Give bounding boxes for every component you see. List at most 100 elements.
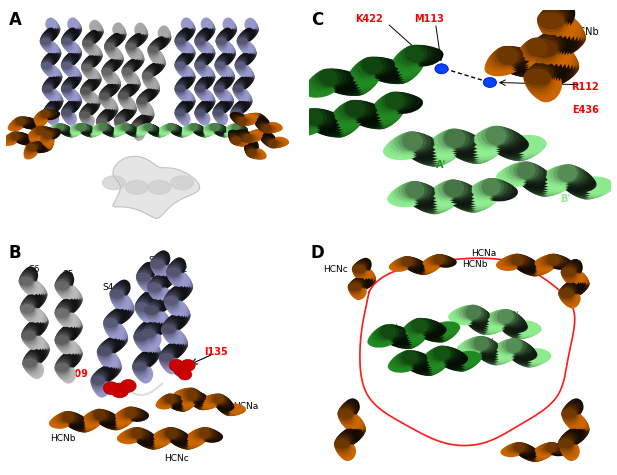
Ellipse shape xyxy=(114,281,129,298)
Ellipse shape xyxy=(210,124,218,131)
Ellipse shape xyxy=(532,447,553,457)
Ellipse shape xyxy=(68,98,80,111)
Ellipse shape xyxy=(122,124,134,132)
Ellipse shape xyxy=(212,123,220,131)
Ellipse shape xyxy=(526,38,558,58)
Ellipse shape xyxy=(126,43,137,54)
Ellipse shape xyxy=(111,285,126,298)
Ellipse shape xyxy=(201,99,212,113)
Ellipse shape xyxy=(123,107,134,120)
Ellipse shape xyxy=(88,77,99,89)
Ellipse shape xyxy=(131,427,146,439)
Ellipse shape xyxy=(61,110,72,118)
Ellipse shape xyxy=(96,118,107,128)
Ellipse shape xyxy=(69,50,80,63)
Ellipse shape xyxy=(77,125,90,133)
Ellipse shape xyxy=(55,279,69,290)
Ellipse shape xyxy=(402,350,417,365)
Ellipse shape xyxy=(246,139,259,150)
Ellipse shape xyxy=(125,407,136,418)
Ellipse shape xyxy=(87,101,98,114)
Ellipse shape xyxy=(347,416,363,433)
Ellipse shape xyxy=(101,67,112,75)
Ellipse shape xyxy=(191,125,204,132)
Ellipse shape xyxy=(505,255,523,266)
Ellipse shape xyxy=(196,62,207,75)
Ellipse shape xyxy=(214,104,225,115)
Ellipse shape xyxy=(72,125,86,133)
Ellipse shape xyxy=(145,330,160,348)
Ellipse shape xyxy=(215,36,226,44)
Ellipse shape xyxy=(390,260,411,271)
Ellipse shape xyxy=(118,92,129,99)
Ellipse shape xyxy=(202,129,215,136)
Ellipse shape xyxy=(234,62,246,71)
Ellipse shape xyxy=(550,57,578,80)
Ellipse shape xyxy=(86,78,97,92)
Ellipse shape xyxy=(52,124,64,131)
Ellipse shape xyxy=(214,399,234,410)
Ellipse shape xyxy=(547,255,568,267)
Ellipse shape xyxy=(401,135,438,155)
Ellipse shape xyxy=(537,11,565,32)
Ellipse shape xyxy=(222,130,232,137)
Ellipse shape xyxy=(558,164,579,182)
Ellipse shape xyxy=(114,333,128,343)
Ellipse shape xyxy=(65,314,80,331)
Ellipse shape xyxy=(91,373,106,385)
Ellipse shape xyxy=(67,130,75,137)
Ellipse shape xyxy=(175,83,186,92)
Ellipse shape xyxy=(327,120,349,138)
Ellipse shape xyxy=(387,136,424,155)
Ellipse shape xyxy=(109,47,120,60)
Ellipse shape xyxy=(435,256,455,267)
Ellipse shape xyxy=(100,125,114,133)
Ellipse shape xyxy=(559,288,575,303)
Ellipse shape xyxy=(199,88,210,102)
Ellipse shape xyxy=(323,120,349,137)
Ellipse shape xyxy=(453,142,488,161)
Ellipse shape xyxy=(362,57,387,75)
Ellipse shape xyxy=(165,356,180,374)
Ellipse shape xyxy=(143,124,152,131)
Ellipse shape xyxy=(338,431,354,447)
Ellipse shape xyxy=(204,97,215,104)
Ellipse shape xyxy=(118,109,130,123)
Ellipse shape xyxy=(516,169,552,186)
Ellipse shape xyxy=(67,418,89,429)
Ellipse shape xyxy=(264,138,278,147)
Ellipse shape xyxy=(136,273,151,284)
Ellipse shape xyxy=(344,101,373,119)
Ellipse shape xyxy=(115,29,126,38)
Ellipse shape xyxy=(149,86,160,93)
Ellipse shape xyxy=(339,410,355,426)
Ellipse shape xyxy=(171,312,186,330)
Ellipse shape xyxy=(152,318,167,335)
Ellipse shape xyxy=(247,113,262,122)
Ellipse shape xyxy=(80,112,91,122)
Ellipse shape xyxy=(126,128,139,135)
Ellipse shape xyxy=(70,69,81,80)
Ellipse shape xyxy=(198,399,215,409)
Ellipse shape xyxy=(61,34,72,44)
Ellipse shape xyxy=(173,303,188,319)
Ellipse shape xyxy=(353,261,367,274)
Ellipse shape xyxy=(70,50,81,61)
Ellipse shape xyxy=(566,412,582,430)
Ellipse shape xyxy=(535,179,560,197)
Ellipse shape xyxy=(223,50,234,63)
Ellipse shape xyxy=(560,440,576,457)
Ellipse shape xyxy=(145,124,157,132)
Ellipse shape xyxy=(552,58,579,77)
Ellipse shape xyxy=(94,124,106,132)
Text: HCNb: HCNb xyxy=(50,434,76,443)
Ellipse shape xyxy=(99,365,114,383)
Ellipse shape xyxy=(244,143,258,154)
Ellipse shape xyxy=(89,100,100,110)
Ellipse shape xyxy=(159,292,173,304)
Circle shape xyxy=(169,360,184,371)
Ellipse shape xyxy=(189,124,197,131)
Ellipse shape xyxy=(94,410,114,422)
Ellipse shape xyxy=(391,66,412,84)
Ellipse shape xyxy=(44,78,56,91)
